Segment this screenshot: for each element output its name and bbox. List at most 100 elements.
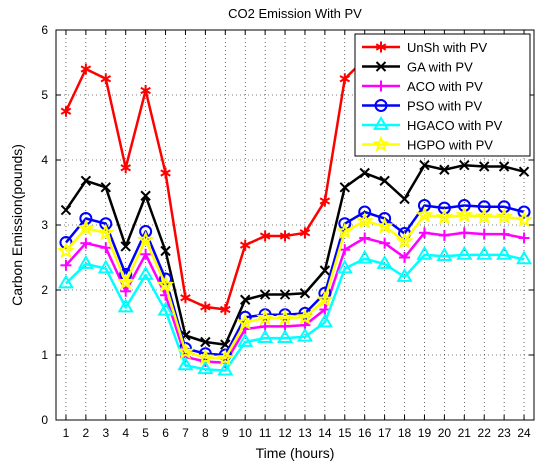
data-point [279, 289, 291, 300]
x-tick-label: 16 [358, 426, 372, 440]
data-point [435, 207, 454, 225]
x-tick-label: 20 [438, 426, 452, 440]
legend-entry: PSO with PV [362, 99, 482, 114]
legend-label: PSO with PV [407, 99, 482, 114]
data-point [197, 360, 214, 375]
data-point [220, 305, 231, 314]
x-tick-label: 18 [398, 426, 412, 440]
data-point [355, 211, 374, 229]
data-point [259, 289, 271, 300]
data-point [196, 348, 215, 366]
data-point [77, 218, 95, 236]
data-point [459, 159, 470, 171]
data-point [160, 169, 171, 177]
data-point [216, 348, 235, 366]
data-point [80, 65, 92, 73]
data-point [116, 272, 135, 290]
data-point [140, 190, 151, 201]
x-tick-label: 1 [63, 426, 70, 440]
data-point [120, 241, 131, 252]
legend-entry: ACO with PV [362, 79, 483, 94]
data-point [339, 182, 350, 193]
data-point [399, 193, 410, 205]
legend-label: ACO with PV [407, 79, 483, 94]
data-point [157, 301, 174, 316]
data-point [97, 259, 114, 274]
series-star [57, 205, 533, 366]
data-point [160, 245, 171, 257]
data-point [515, 210, 533, 228]
series-x [60, 159, 530, 350]
data-point [217, 361, 234, 376]
data-point [336, 259, 353, 274]
y-tick-label: 0 [41, 413, 48, 427]
data-point [136, 230, 155, 248]
x-tick-label: 2 [83, 426, 90, 440]
y-tick-label: 6 [41, 23, 48, 37]
data-point [240, 294, 251, 305]
data-point [220, 339, 231, 350]
legend-marker [372, 116, 390, 130]
data-point [137, 266, 154, 280]
x-tick-label: 5 [142, 426, 149, 440]
y-tick-label: 4 [41, 153, 48, 167]
x-tick-label: 17 [378, 426, 392, 440]
data-point [378, 212, 392, 225]
data-point [496, 245, 513, 260]
x-tick-label: 15 [338, 426, 352, 440]
data-point [415, 205, 434, 223]
data-point [335, 222, 354, 239]
legend-marker [375, 61, 387, 72]
x-tick-label: 6 [162, 426, 169, 440]
data-point [276, 308, 294, 326]
data-point [117, 298, 134, 313]
x-tick-label: 21 [458, 426, 472, 440]
data-point [296, 308, 314, 325]
data-point [395, 231, 414, 249]
x-axis-label: Time (hours) [256, 445, 335, 461]
data-point [456, 245, 473, 260]
data-point [156, 275, 175, 293]
data-point [319, 265, 331, 276]
data-point [57, 274, 74, 289]
data-point [455, 205, 474, 223]
legend-marker [375, 43, 387, 51]
data-point [237, 333, 254, 347]
data-point [59, 236, 73, 250]
data-point [140, 86, 151, 95]
data-point [296, 327, 313, 342]
data-point [495, 207, 513, 225]
y-tick-label: 2 [41, 283, 48, 297]
data-point [338, 217, 352, 231]
data-point [60, 204, 72, 216]
data-point [180, 294, 191, 302]
legend-marker [372, 135, 390, 152]
series-triangle [57, 245, 533, 376]
data-point [396, 268, 413, 282]
x-tick-label: 24 [517, 426, 531, 440]
legend-entry: HGACO with PV [362, 116, 503, 133]
legend: UnSh with PV GA with PV ACO with PV PSO wit… [354, 33, 531, 157]
legend-box [354, 33, 531, 157]
data-point [99, 217, 113, 231]
data-point [359, 167, 370, 179]
x-tick-label: 8 [202, 426, 209, 440]
legend-label: GA with PV [407, 60, 473, 75]
y-tick-label: 3 [41, 218, 48, 232]
data-point [198, 347, 212, 361]
x-tick-label: 12 [278, 426, 292, 440]
data-point [316, 313, 333, 328]
data-point [120, 164, 131, 172]
legend-entry: GA with PV [362, 60, 473, 75]
data-point [259, 232, 271, 240]
data-point [277, 329, 294, 343]
y-tick-label: 5 [41, 88, 48, 102]
data-point [479, 161, 490, 172]
x-tick-label: 19 [418, 426, 432, 440]
legend-marker [374, 99, 388, 112]
data-point [476, 245, 493, 260]
legend-label: UnSh with PV [407, 40, 488, 55]
data-point [80, 175, 92, 187]
data-point [436, 247, 453, 262]
